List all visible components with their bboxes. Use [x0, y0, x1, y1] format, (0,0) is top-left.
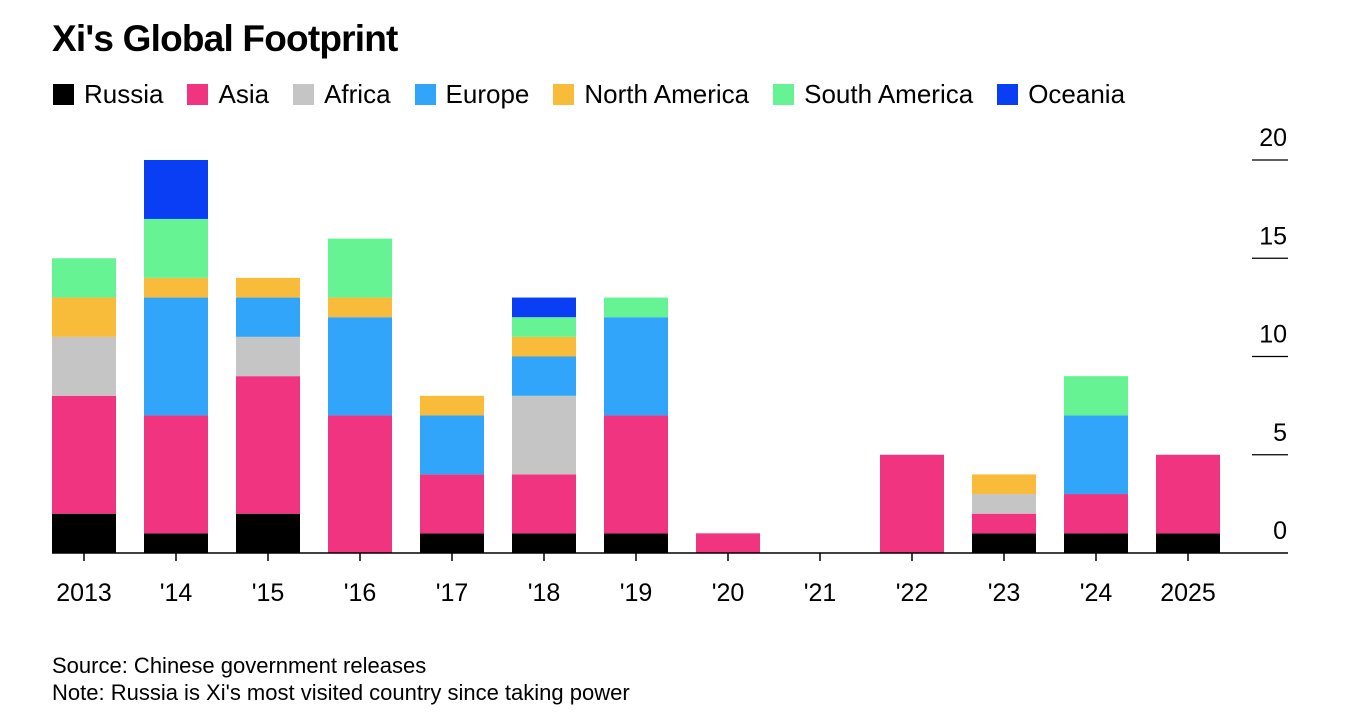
legend-label: Europe: [445, 79, 530, 109]
bar-segment-asia: [52, 395, 116, 514]
bar-segment-russia: [512, 533, 576, 553]
legend-swatch: [187, 84, 209, 105]
x-tick-label: '16: [344, 579, 377, 607]
y-tick-label: 5: [1273, 419, 1287, 447]
legend-swatch: [773, 84, 795, 105]
x-tick-label: 2025: [1160, 579, 1216, 607]
legend-swatch: [553, 84, 575, 105]
bar-segment-russia: [1156, 533, 1220, 553]
footnote: Note: Russia is Xi's most visited countr…: [52, 680, 630, 705]
bar-segment-north-america: [52, 297, 116, 337]
bar-segment-europe: [512, 356, 576, 396]
bar-segment-north-america: [236, 277, 300, 298]
x-tick-label: '20: [712, 579, 745, 607]
bar-segment-africa: [512, 395, 576, 475]
legend-label: South America: [804, 79, 974, 109]
bar-segment-south-america: [52, 258, 116, 298]
bar-segment-asia: [972, 513, 1036, 534]
legend-label: Oceania: [1028, 79, 1126, 109]
x-tick-label: '15: [252, 579, 285, 607]
bar-segment-russia: [420, 533, 484, 553]
x-tick-label: '22: [896, 579, 929, 607]
legend-swatch: [997, 84, 1019, 105]
bar-segment-russia: [972, 533, 1036, 553]
y-tick-label: 0: [1273, 517, 1287, 545]
bar-segment-asia: [696, 533, 760, 553]
bar-segment-africa: [236, 336, 300, 377]
legend-item-north-america: North America: [553, 79, 749, 110]
legend-swatch: [414, 84, 436, 105]
x-tick-label: 2013: [56, 579, 112, 607]
bar-segment-russia: [52, 513, 116, 553]
bar-segment-south-america: [512, 317, 576, 337]
bar-segment-asia: [604, 415, 668, 534]
bar-segment-south-america: [144, 218, 208, 278]
bar-segment-north-america: [512, 336, 576, 357]
bar-segment-north-america: [144, 277, 208, 298]
bar-segment-europe: [328, 317, 392, 416]
bar-segment-europe: [236, 297, 300, 337]
legend-item-africa: Africa: [293, 79, 391, 110]
legend-label: Russia: [84, 79, 164, 109]
source-note: Source: Chinese government releases: [52, 653, 427, 678]
y-tick-label: 15: [1259, 222, 1287, 250]
x-tick-label: '19: [620, 579, 653, 607]
bar-segment-south-america: [1064, 376, 1128, 416]
bar-segment-africa: [52, 336, 116, 396]
legend-swatch: [53, 84, 74, 105]
bar-segment-asia: [236, 376, 300, 514]
bar-segment-europe: [604, 317, 668, 416]
legend-item-south-america: South America: [773, 79, 973, 110]
legend-swatch: [293, 84, 315, 105]
legend-item-asia: Asia: [187, 79, 269, 110]
bar-segment-africa: [972, 494, 1036, 514]
x-tick-label: '18: [528, 579, 561, 607]
bar-segment-north-america: [420, 395, 484, 416]
bar-segment-russia: [236, 513, 300, 553]
bar-segment-europe: [144, 297, 208, 416]
x-tick-label: '23: [988, 579, 1021, 607]
bar-segment-south-america: [604, 297, 668, 318]
bar-segment-oceania: [144, 160, 208, 219]
bar-segment-europe: [1064, 415, 1128, 495]
y-tick-label: 10: [1259, 321, 1287, 349]
legend: Russia Asia Africa Europe North America South…: [53, 79, 1149, 110]
bar-segment-asia: [880, 454, 944, 553]
bar-segment-russia: [1064, 533, 1128, 553]
legend-label: North America: [584, 79, 750, 109]
legend-label: Africa: [324, 79, 391, 109]
x-tick-label: '24: [1080, 579, 1113, 607]
x-tick-label: '17: [436, 579, 469, 607]
bar-segment-oceania: [512, 297, 576, 318]
bar-segment-asia: [1156, 454, 1220, 534]
legend-label: Asia: [218, 79, 270, 109]
bar-segment-europe: [420, 415, 484, 475]
bar-segment-north-america: [328, 297, 392, 318]
bar-segment-asia: [512, 474, 576, 534]
bar-segment-asia: [1064, 494, 1128, 534]
bar-segment-south-america: [328, 238, 392, 298]
legend-item-russia: Russia: [53, 79, 163, 110]
x-tick-label: '14: [160, 579, 193, 607]
x-tick-label: '21: [804, 579, 837, 607]
bar-segment-north-america: [972, 474, 1036, 495]
bar-segment-asia: [420, 474, 484, 534]
bar-segment-russia: [604, 533, 668, 553]
chart-title: Xi's Global Footprint: [52, 18, 398, 59]
legend-item-europe: Europe: [414, 79, 530, 110]
bar-segment-russia: [144, 533, 208, 553]
y-tick-label: 20: [1259, 124, 1287, 152]
legend-item-oceania: Oceania: [997, 79, 1125, 110]
bar-segment-asia: [328, 415, 392, 553]
bar-segment-asia: [144, 415, 208, 534]
